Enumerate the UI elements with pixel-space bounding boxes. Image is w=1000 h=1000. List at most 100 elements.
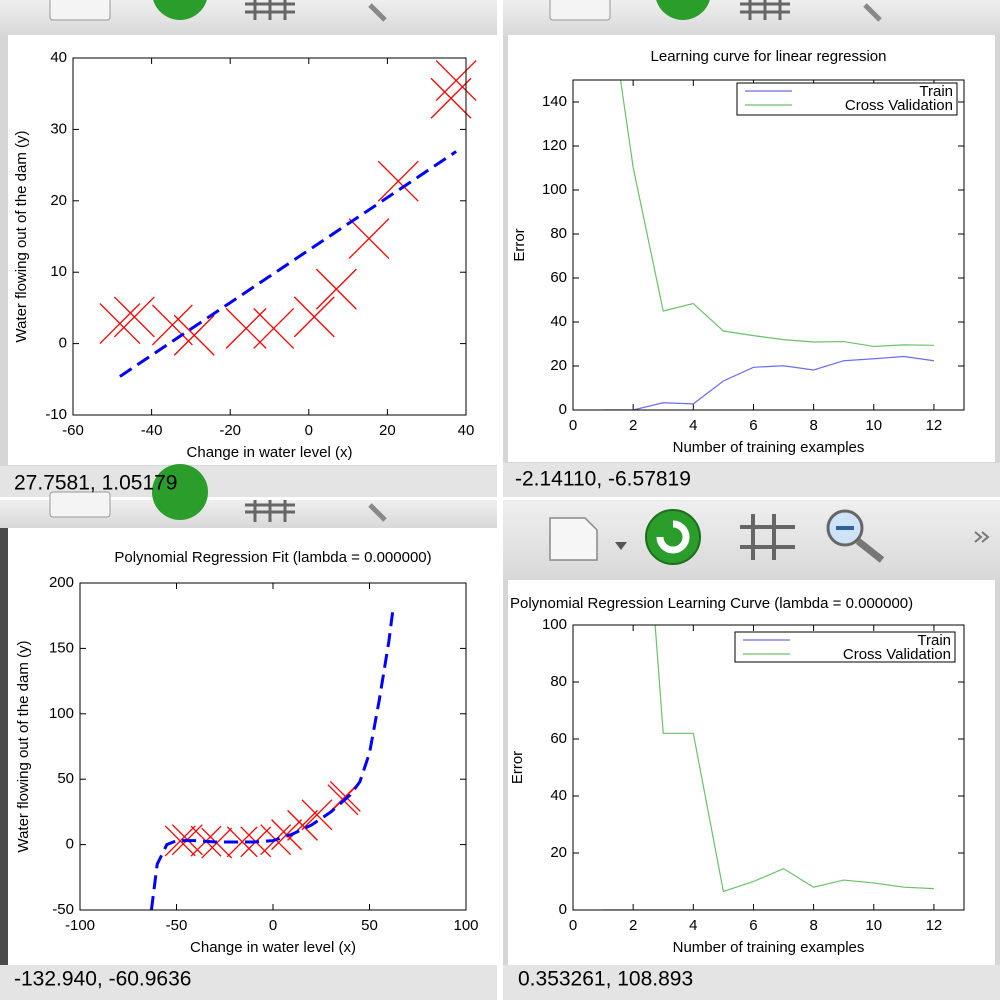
data-line: [149, 611, 395, 910]
legend-label: Cross Validation: [845, 97, 953, 114]
axes-box: [572, 624, 965, 911]
refresh-arrow: [656, 520, 690, 554]
refresh-icon[interactable]: [655, 0, 711, 20]
y-tick-label: 20: [550, 357, 567, 374]
refresh-icon[interactable]: [152, 464, 208, 520]
refresh-icon[interactable]: [152, 0, 208, 20]
chart-title: Polynomial Regression Learning Curve (la…: [510, 595, 913, 612]
status-bar: [503, 463, 1000, 497]
data-point: [377, 160, 419, 202]
data-point: [293, 296, 335, 338]
y-tick-label: 0: [559, 401, 567, 418]
x-tick-label: 20: [379, 422, 396, 439]
x-tick-label: -100: [65, 917, 95, 934]
data-point: [315, 268, 357, 310]
status-coordinates: -132.940, -60.9636: [14, 968, 191, 991]
x-axis-label: Change in water level (x): [187, 444, 353, 461]
data-point: [226, 826, 258, 858]
data-line: [654, 625, 934, 893]
legend-label: Cross Validation: [843, 646, 951, 663]
y-tick-label: 140: [542, 93, 567, 110]
x-tick-label: -60: [62, 422, 84, 439]
zoom-icon[interactable]: [368, 503, 387, 522]
y-tick-label: 200: [49, 574, 74, 591]
x-tick-label: 4: [689, 417, 697, 434]
x-tick-label: 6: [749, 917, 757, 934]
x-tick-label: -50: [166, 917, 188, 934]
x-tick-label: 6: [749, 417, 757, 434]
y-tick-label: 80: [550, 225, 567, 242]
y-tick-label: -10: [45, 406, 67, 423]
status-bar: [503, 965, 1000, 1000]
x-tick-label: 8: [809, 917, 817, 934]
chart-title: Polynomial Regression Fit (lambda = 0.00…: [114, 549, 431, 566]
overflow-icon[interactable]: [974, 531, 990, 543]
x-tick-label: 100: [453, 917, 478, 934]
zoom-handle: [855, 538, 885, 563]
x-tick-label: 2: [629, 417, 637, 434]
x-axis-label: Change in water level (x): [190, 939, 356, 956]
grid-icon[interactable]: [740, 514, 795, 560]
grid-icon[interactable]: [245, 0, 295, 20]
y-tick-label: 50: [57, 770, 74, 787]
export-icon[interactable]: [49, 0, 111, 21]
export-icon[interactable]: [549, 0, 611, 21]
y-tick-label: 0: [559, 901, 567, 918]
data-point: [348, 218, 390, 260]
y-tick-label: 150: [49, 639, 74, 656]
y-tick-label: 0: [59, 335, 67, 352]
y-tick-label: 10: [50, 263, 67, 280]
y-tick-label: 100: [49, 705, 74, 722]
grid-icon[interactable]: [245, 500, 295, 522]
x-tick-label: 12: [926, 417, 943, 434]
x-tick-label: 10: [865, 917, 882, 934]
x-axis-label: Number of training examples: [673, 439, 865, 456]
x-tick-label: 2: [629, 917, 637, 934]
status-coordinates: 0.353261, 108.893: [518, 968, 693, 991]
dropdown-arrow[interactable]: [615, 542, 627, 550]
x-axis-label: Number of training examples: [673, 939, 865, 956]
y-tick-label: 60: [550, 730, 567, 747]
x-tick-label: 0: [305, 422, 313, 439]
data-point: [99, 303, 141, 344]
y-tick-label: 20: [50, 192, 67, 209]
legend-box: [736, 82, 958, 116]
export-icon[interactable]: [549, 517, 598, 561]
refresh-icon[interactable]: [645, 509, 701, 565]
chart-title: Learning curve for linear regression: [651, 48, 887, 65]
grid-icon[interactable]: [740, 0, 790, 20]
data-point: [435, 60, 477, 102]
data-point: [151, 304, 193, 346]
y-tick-label: 40: [550, 313, 567, 330]
legend-label: Train: [917, 632, 951, 649]
zoom-icon[interactable]: [863, 3, 882, 22]
y-axis-label: Water flowing out of the dam (y): [13, 130, 30, 342]
zoom-icon[interactable]: [368, 3, 387, 22]
data-point: [113, 296, 155, 338]
y-axis-label: Error: [509, 751, 526, 784]
axes-box: [79, 582, 467, 911]
data-line: [603, 355, 935, 410]
y-tick-label: 60: [550, 269, 567, 286]
y-tick-label: 0: [66, 836, 74, 853]
y-tick-label: 40: [550, 787, 567, 804]
data-line: [619, 80, 934, 348]
y-tick-label: -50: [52, 901, 74, 918]
x-tick-label: 0: [269, 917, 277, 934]
window-edge: [0, 528, 8, 965]
data-point: [164, 825, 196, 857]
x-tick-label: 0: [569, 917, 577, 934]
legend-label: Train: [919, 83, 953, 100]
data-point: [301, 799, 333, 831]
x-tick-label: -40: [141, 422, 163, 439]
y-axis-label: Error: [511, 228, 528, 261]
plot-area: [8, 528, 497, 965]
status-coordinates: 27.7581, 1.05179: [14, 472, 178, 495]
x-tick-label: -20: [219, 422, 241, 439]
y-tick-label: 40: [50, 49, 67, 66]
data-point: [253, 308, 295, 349]
y-axis-label: Water flowing out of the dam (y): [15, 640, 32, 852]
y-tick-label: 30: [50, 120, 67, 137]
export-icon[interactable]: [49, 491, 111, 518]
